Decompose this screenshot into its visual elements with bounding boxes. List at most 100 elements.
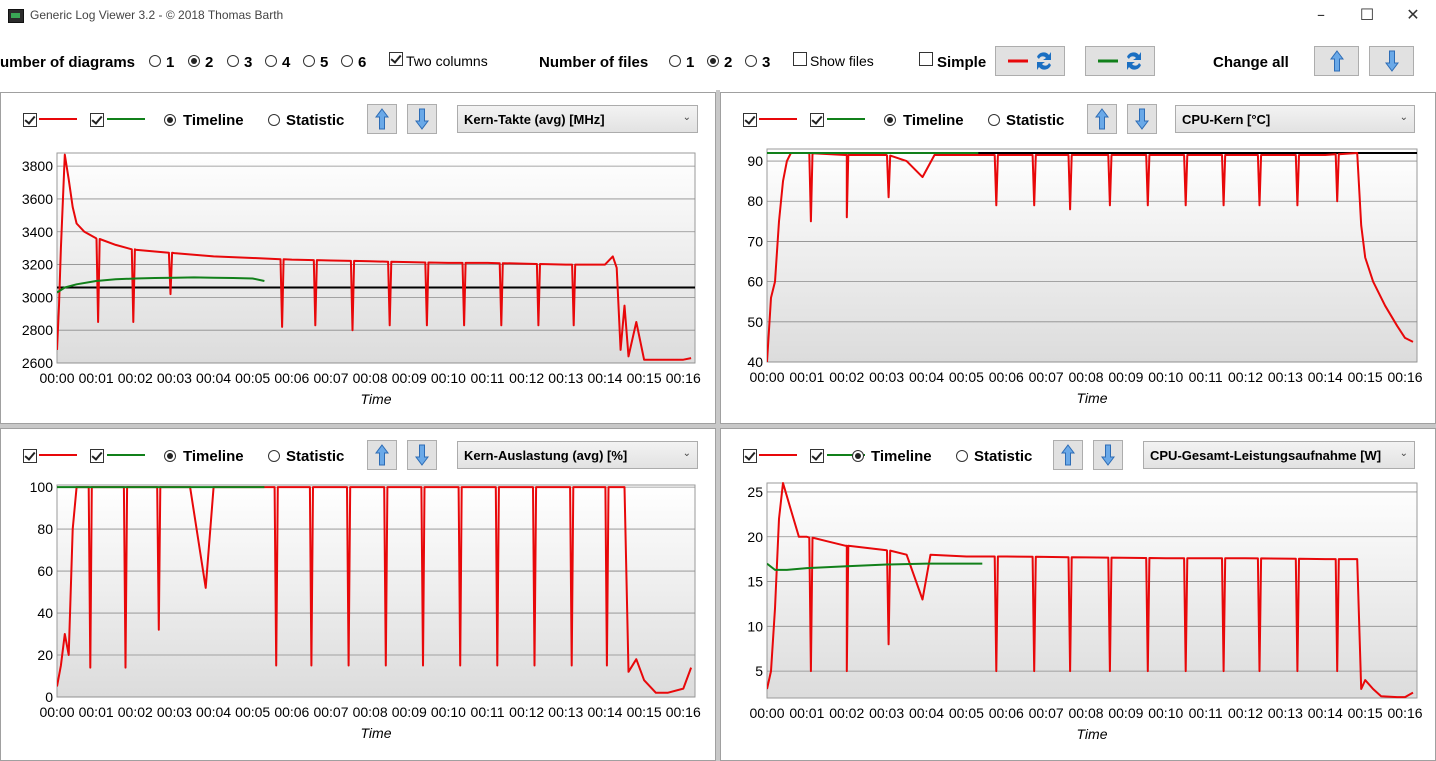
show-green-series-checkbox[interactable] [90,113,104,127]
x-tick-label: 00:10 [1148,705,1183,721]
diagrams-radio-4[interactable] [265,55,277,67]
files-radio-2[interactable] [707,55,719,67]
statistic-label: Statistic [286,448,345,465]
show-green-series-checkbox[interactable] [90,449,104,463]
x-tick-label: 00:03 [869,705,904,721]
line-chart: 5 10 15 20 25 00:00 00:01 00:02 00:03 00:04 00:05 0… [747,482,1423,742]
plot-area [56,152,696,364]
timeline-radio[interactable] [852,450,864,462]
statistic-radio[interactable] [988,114,1000,126]
y-tick-label: 3000 [22,289,53,305]
swap-red-file-button[interactable] [995,46,1065,76]
metric-select[interactable]: Kern-Auslastung (avg) [%] ⌄ [457,441,698,469]
diagrams-radio-2[interactable] [188,55,200,67]
x-tick-label: 00:05 [235,370,270,386]
arrow-up-icon [375,444,389,466]
move-all-down-button[interactable] [1369,46,1414,76]
statistic-radio[interactable] [268,114,280,126]
metric-select-value: CPU-Gesamt-Leistungsaufnahme [W] [1150,448,1382,463]
show-green-series-checkbox[interactable] [810,449,824,463]
red-series-legend-line [39,118,77,120]
x-tick-label: 00:09 [1108,369,1143,385]
x-tick-label: 00:04 [196,370,231,386]
y-tick-label: 20 [747,529,763,545]
x-tick-label: 00:13 [548,704,583,720]
arrow-down-icon [415,108,429,130]
move-down-button[interactable] [407,440,437,470]
y-tick-label: 3800 [22,158,53,174]
x-tick-label: 00:10 [431,370,466,386]
y-tick-label: 50 [747,314,763,330]
x-tick-label: 00:15 [627,704,662,720]
x-tick-label: 00:02 [829,705,864,721]
number-of-files-label: Number of files [539,54,649,71]
simple-checkbox[interactable] [919,52,933,66]
maximize-button[interactable]: ☐ [1359,5,1375,24]
y-tick-label: 80 [747,193,763,209]
show-red-series-checkbox[interactable] [743,449,757,463]
move-up-button[interactable] [1053,440,1083,470]
row-separator[interactable] [0,424,1436,428]
x-tick-label: 00:09 [1108,705,1143,721]
metric-select[interactable]: CPU-Kern [°C] ⌄ [1175,105,1415,133]
x-tick-label: 00:02 [829,369,864,385]
statistic-radio[interactable] [268,450,280,462]
title-bar: Generic Log Viewer 3.2 - © 2018 Thomas B… [0,0,1436,32]
files-radio-1[interactable] [669,55,681,67]
y-tick-label: 90 [747,153,763,169]
y-tick-label: 25 [747,484,763,500]
x-tick-label: 00:14 [587,704,622,720]
diagrams-option-label: 2 [205,54,214,71]
y-tick-label: 3200 [22,257,53,273]
move-up-button[interactable] [367,104,397,134]
x-tick-label: 00:11 [471,704,505,720]
show-green-series-checkbox[interactable] [810,113,824,127]
x-tick-label: 00:00 [39,704,74,720]
app-icon [8,9,24,23]
move-up-button[interactable] [367,440,397,470]
move-down-button[interactable] [1093,440,1123,470]
x-tick-label: 00:08 [353,704,388,720]
y-tick-label: 40 [37,605,53,621]
swap-icon [1098,52,1141,70]
x-tick-label: 00:08 [1068,705,1103,721]
metric-select[interactable]: CPU-Gesamt-Leistungsaufnahme [W] ⌄ [1143,441,1415,469]
move-down-button[interactable] [1127,104,1157,134]
red-series-line [57,486,693,694]
x-tick-label: 00:01 [789,705,824,721]
x-tick-label: 00:08 [353,370,388,386]
diagrams-radio-3[interactable] [227,55,239,67]
swap-green-file-button[interactable] [1085,46,1155,76]
diagrams-radio-1[interactable] [149,55,161,67]
statistic-radio[interactable] [956,450,968,462]
metric-select[interactable]: Kern-Takte (avg) [MHz] ⌄ [457,105,698,133]
x-axis-label: Time [1077,390,1108,406]
timeline-radio[interactable] [884,114,896,126]
x-axis-label: Time [361,725,392,741]
arrow-up-icon [1061,444,1075,466]
main-toolbar: umber of diagrams 1 2 3 4 5 6 Two columns Num… [0,32,1436,90]
x-tick-label: 00:01 [79,370,114,386]
close-button[interactable]: ✕ [1406,5,1420,24]
diagrams-radio-6[interactable] [341,55,353,67]
move-down-button[interactable] [407,104,437,134]
minimize-button[interactable]: – [1317,5,1325,24]
timeline-radio[interactable] [164,450,176,462]
show-red-series-checkbox[interactable] [743,113,757,127]
files-radio-3[interactable] [745,55,757,67]
move-up-button[interactable] [1087,104,1117,134]
y-tick-label: 3600 [22,191,53,207]
x-tick-label: 00:06 [274,370,309,386]
diagrams-option-label: 4 [282,54,291,71]
timeline-radio[interactable] [164,114,176,126]
show-files-checkbox[interactable] [793,52,807,66]
show-red-series-checkbox[interactable] [23,113,37,127]
two-columns-checkbox[interactable] [389,52,403,66]
chevron-down-icon: ⌄ [682,448,691,459]
x-tick-label: 00:07 [313,704,348,720]
diagrams-radio-5[interactable] [303,55,315,67]
arrow-down-icon [1384,50,1399,72]
move-all-up-button[interactable] [1314,46,1359,76]
show-red-series-checkbox[interactable] [23,449,37,463]
window-title: Generic Log Viewer 3.2 - © 2018 Thomas B… [30,8,284,22]
